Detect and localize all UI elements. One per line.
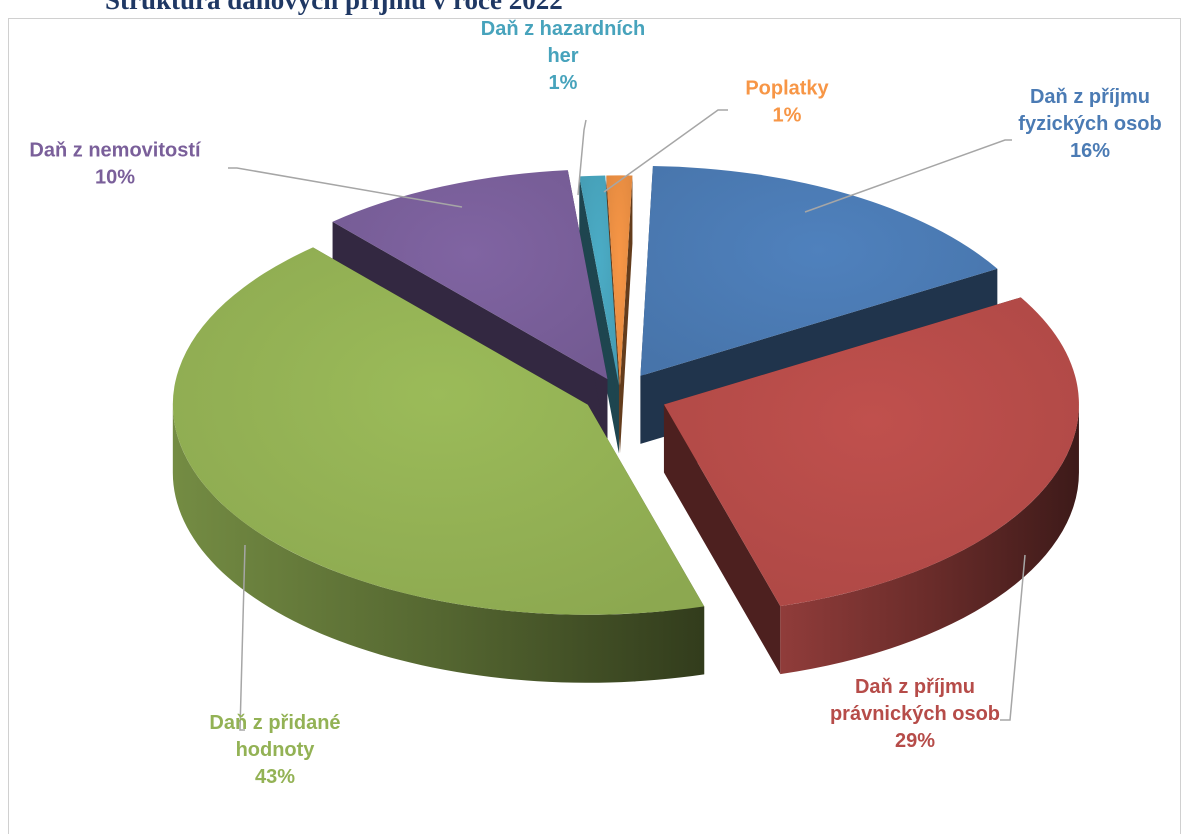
slice-top [640, 166, 998, 376]
chart-frame [8, 18, 1181, 834]
pie-slice-2 [663, 297, 1079, 675]
data-label-value: 10% [95, 167, 135, 189]
data-label-name: Daň z přidané [209, 712, 340, 734]
data-label-name: Daň z příjmu [855, 676, 975, 698]
data-label-value: 43% [255, 766, 295, 788]
slice-top [332, 170, 608, 380]
slice-top [579, 175, 619, 386]
leader-line [1000, 554, 1026, 721]
slice-wall [579, 176, 619, 454]
leader-line [577, 119, 587, 196]
data-label-name: her [547, 45, 578, 67]
data-label-name: právnických osob [830, 703, 1000, 725]
data-label: Daň z hazardních her 1% [481, 18, 645, 94]
data-label-value: 29% [895, 730, 935, 752]
leader-line [239, 544, 246, 731]
leader-line [804, 139, 1012, 213]
slice-side [780, 404, 1079, 675]
page-title: Struktura daňových příjmů v roce 2022 [105, 0, 563, 15]
pie-slice-5 [579, 175, 619, 454]
data-label-name: fyzických osob [1018, 113, 1161, 135]
data-label-name: Daň z nemovitostí [29, 140, 202, 162]
data-label: Daň z přidané hodnoty 43% [209, 712, 340, 788]
slice-wall [619, 175, 633, 454]
slice-top [663, 297, 1079, 607]
data-label: Daň z příjmu právnických osob 29% [830, 676, 1000, 752]
data-label-value: 1% [549, 72, 578, 94]
slice-top [606, 175, 633, 386]
data-label-name: Daň z příjmu [1030, 86, 1150, 108]
pie-slice-3 [172, 247, 705, 683]
data-label: Poplatky 1% [745, 78, 829, 127]
data-label-name: hodnoty [236, 739, 316, 761]
data-label: Daň z příjmu fyzických osob 16% [1018, 86, 1161, 162]
data-label-name: Poplatky [745, 78, 829, 100]
data-label: Daň z nemovitostí 10% [29, 140, 202, 189]
leader-line [228, 167, 463, 208]
slice-top [172, 247, 705, 615]
leader-line [603, 109, 728, 193]
data-label-value: 1% [773, 105, 802, 127]
data-label-value: 16% [1070, 140, 1110, 162]
data-label-name: Daň z hazardních [481, 18, 645, 40]
slice-side [172, 404, 705, 683]
slice-wall [663, 404, 781, 675]
